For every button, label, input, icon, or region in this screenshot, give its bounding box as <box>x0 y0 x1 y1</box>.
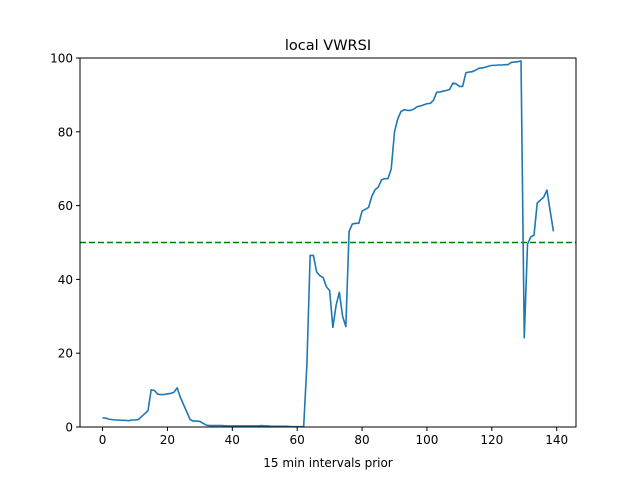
y-tick-label: 40 <box>58 273 73 287</box>
x-axis: 0 20 40 60 80 100 120 140 <box>99 427 568 447</box>
x-axis-label: 15 min intervals prior <box>263 456 393 470</box>
x-tick-label: 60 <box>290 433 305 447</box>
x-tick-label: 120 <box>480 433 503 447</box>
x-tick-label: 20 <box>160 433 175 447</box>
axes-frame <box>79 57 577 428</box>
y-tick-label: 0 <box>65 421 73 435</box>
y-tick-label: 60 <box>58 199 73 213</box>
y-tick-label: 80 <box>58 125 73 139</box>
x-tick-label: 0 <box>99 433 107 447</box>
x-tick-label: 40 <box>225 433 240 447</box>
y-tick-label: 100 <box>50 52 73 66</box>
x-tick-label: 80 <box>354 433 369 447</box>
series-line <box>102 60 555 428</box>
chart-title: local VWRSI <box>285 38 371 54</box>
x-tick-label: 100 <box>415 433 438 447</box>
y-tick-label: 20 <box>58 347 73 361</box>
x-tick-label: 140 <box>545 433 568 447</box>
y-axis: 0 20 40 60 80 100 <box>50 52 80 435</box>
